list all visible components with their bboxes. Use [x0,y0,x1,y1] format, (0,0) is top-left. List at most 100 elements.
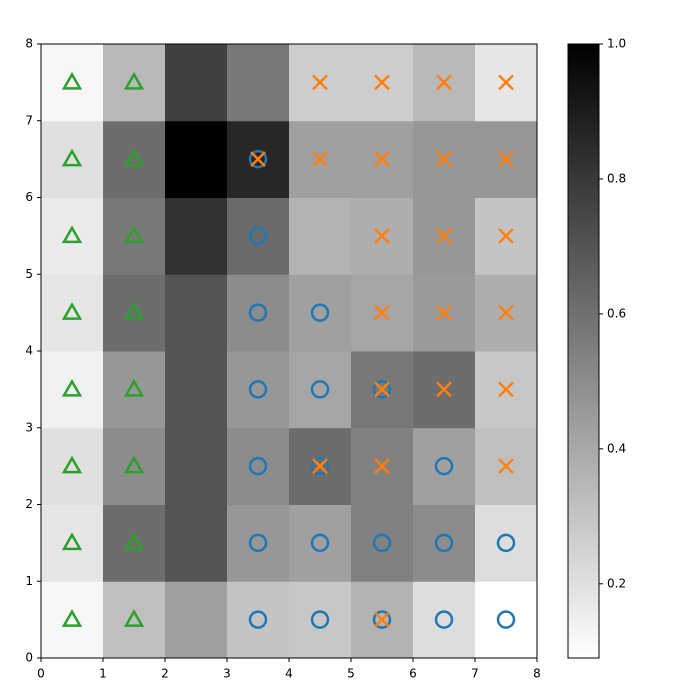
x-marker [436,151,452,168]
heat-cell [289,581,352,659]
heat-cell [475,504,538,582]
colorbar [567,43,600,659]
heat-cell [227,504,290,582]
heat-cell [165,274,228,352]
triangle-marker [123,378,145,397]
heat-cell [227,44,290,122]
x-tick-label: 6 [409,667,417,681]
heat-cell [41,351,104,429]
x-marker [436,304,452,321]
circle-marker [248,533,268,553]
x-marker [436,227,452,244]
circle-marker [248,226,268,246]
x-marker [312,151,328,168]
markers [61,71,516,629]
heat-cell [165,504,228,582]
triangle-marker [61,148,83,167]
triangle-marker [123,455,145,474]
triangle-marker [61,225,83,244]
x-tick-label: 4 [285,667,293,681]
heat-cell [227,581,290,659]
x-marker [436,381,452,398]
colorbar-tick-label: 0.6 [607,306,626,320]
x-marker [498,74,514,91]
heat-cell [227,274,290,352]
triangle-marker [123,225,145,244]
circle-marker [496,533,516,553]
heat-cell [103,197,166,275]
x-marker [374,458,390,475]
circle-marker [248,149,268,169]
heat-cell [41,120,104,198]
y-tick-label: 7 [25,113,33,127]
x-marker [498,304,514,321]
circle-marker [310,533,330,553]
x-marker [436,74,452,91]
circle-marker [372,610,392,629]
heat-cell [413,581,476,659]
circle-marker [248,456,268,476]
circle-marker [248,380,268,399]
heat-cell [41,44,104,122]
y-tick-label: 8 [25,37,33,51]
heat-cell [289,504,352,582]
circle-marker [310,303,330,322]
circle-marker [434,533,454,553]
heat-cell [103,427,166,505]
x-tick-label: 8 [533,667,541,681]
heat-cell [165,581,228,659]
circle-marker [310,380,330,399]
heat-cell [413,504,476,582]
heat-cell [351,504,414,582]
triangle-marker [61,302,83,320]
heat-cell [41,581,104,659]
heat-cell [165,120,228,198]
heat-cell [41,274,104,352]
heat-cell [165,351,228,429]
heat-cell [165,427,228,505]
circle-marker [434,456,454,476]
x-marker [374,74,390,91]
heat-cell [41,197,104,275]
heat-cell [289,274,352,352]
circle-marker [496,610,516,629]
circle-marker [248,303,268,322]
x-marker [498,227,514,244]
y-tick-label: 1 [25,574,33,588]
x-marker [312,458,328,475]
x-tick-label: 1 [99,667,107,681]
heat-cell [103,581,166,659]
x-tick-label: 5 [347,667,355,681]
triangle-marker [61,532,83,551]
triangle-marker [123,302,145,320]
heat-cell [227,351,290,429]
circle-marker [248,610,268,629]
x-marker [250,151,266,168]
triangle-marker [123,71,145,90]
y-tick-label: 2 [25,497,33,511]
triangle-marker [61,455,83,474]
x-marker [374,227,390,244]
x-tick-label: 0 [37,667,45,681]
x-marker [498,458,514,475]
x-tick-label: 3 [223,667,231,681]
y-tick-label: 0 [25,651,33,665]
heat-cell [475,581,538,659]
triangle-marker [61,378,83,397]
circle-marker [372,533,392,553]
circle-marker [434,610,454,629]
x-marker [498,381,514,398]
circle-marker [310,456,330,476]
heat-cell [289,351,352,429]
heat-cell [41,427,104,505]
heat-cell [103,274,166,352]
heat-cell [103,504,166,582]
heat-cell [227,427,290,505]
x-marker [312,74,328,91]
triangle-marker [123,148,145,167]
heat-cell [165,44,228,122]
x-tick-label: 2 [161,667,169,681]
triangle-marker [61,609,83,627]
triangle-marker [123,532,145,551]
y-tick-label: 4 [25,344,33,358]
